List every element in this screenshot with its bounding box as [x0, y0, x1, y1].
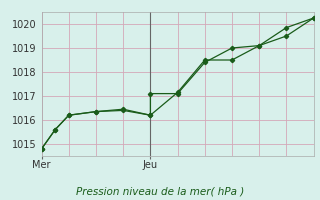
Text: Pression niveau de la mer( hPa ): Pression niveau de la mer( hPa ): [76, 186, 244, 196]
